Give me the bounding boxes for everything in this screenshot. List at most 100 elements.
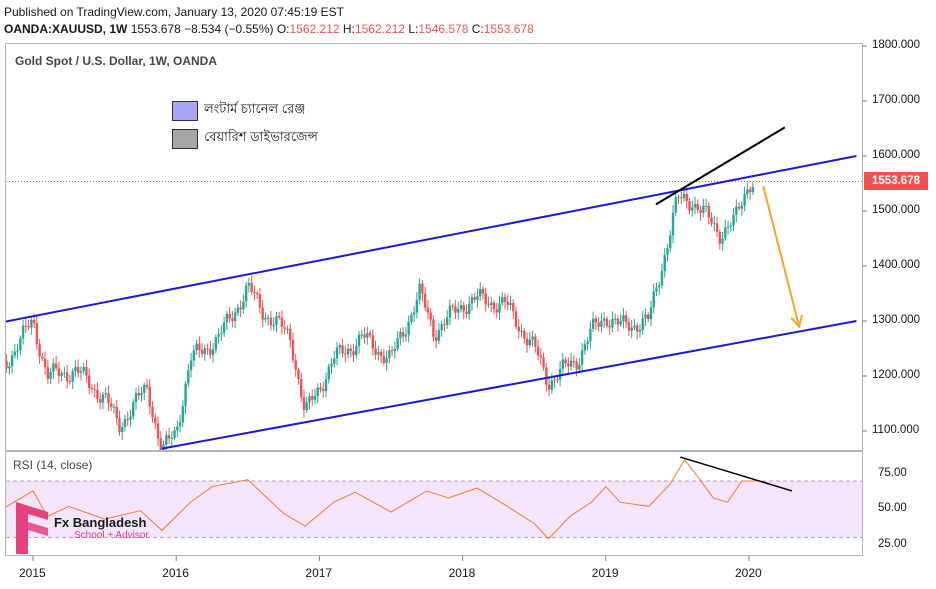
- candle-body: [501, 297, 504, 304]
- candle-body: [327, 366, 330, 380]
- candle-body: [388, 350, 391, 359]
- price-axis-label: 1200.000: [872, 369, 920, 381]
- divergence-price-line[interactable]: [655, 126, 786, 206]
- candle-body: [525, 338, 529, 346]
- candle-body: [669, 235, 672, 249]
- candle-body: [641, 318, 644, 331]
- candle-body: [90, 387, 94, 390]
- candle-body: [443, 324, 446, 326]
- candle-body: [203, 348, 207, 354]
- candle-body: [286, 328, 289, 330]
- candle-body: [140, 392, 143, 396]
- candle-body: [580, 350, 584, 365]
- candle-body: [115, 406, 118, 419]
- candle-body: [206, 348, 209, 350]
- candle-body: [487, 304, 490, 306]
- candle-body: [729, 225, 733, 227]
- projection-arrow-head[interactable]: [790, 314, 804, 329]
- candle-body: [145, 384, 149, 387]
- candle-body: [558, 368, 562, 380]
- candle-body: [154, 417, 157, 424]
- legend-swatch-divergence: [172, 128, 198, 149]
- candle-body: [269, 317, 273, 326]
- candle-body: [30, 319, 33, 328]
- candle-body: [495, 309, 498, 313]
- candle-body: [110, 403, 113, 407]
- rsi-pane[interactable]: [5, 451, 863, 556]
- candle-body: [382, 355, 386, 364]
- candle-body: [512, 303, 515, 312]
- candle-body: [360, 334, 364, 336]
- candle-body: [184, 383, 187, 407]
- logo-tagline: School + Advisor: [74, 530, 149, 541]
- rsi-band: [6, 481, 862, 538]
- candle-body: [385, 358, 388, 364]
- candle-body: [148, 386, 151, 407]
- candle-body: [60, 373, 63, 376]
- price-axis-label: 1800.000: [872, 39, 920, 51]
- candle-body: [520, 330, 523, 332]
- candle-body: [470, 297, 474, 304]
- candle-body: [685, 194, 688, 202]
- candle-body: [32, 319, 36, 324]
- candle-body: [396, 338, 399, 349]
- candle-body: [242, 301, 245, 310]
- candle-body: [619, 321, 622, 325]
- candle-body: [305, 402, 308, 410]
- candle-body: [390, 350, 394, 352]
- candle-body: [578, 364, 581, 370]
- time-axis-label: 2020: [735, 566, 762, 580]
- candle-body: [726, 226, 730, 228]
- candle-body: [344, 353, 347, 355]
- candle-body: [200, 350, 204, 354]
- candle-body: [602, 318, 606, 321]
- legend-label-divergence: বেয়ারিশ ডাইভারজেন্স: [204, 129, 318, 144]
- candle-body: [531, 336, 534, 340]
- candle-body: [434, 337, 438, 341]
- price-pane[interactable]: [5, 43, 863, 451]
- candle-body: [13, 351, 17, 356]
- candle-body: [352, 351, 355, 356]
- candle-body: [79, 371, 83, 373]
- candle-body: [481, 288, 485, 294]
- candle-body: [484, 293, 487, 305]
- candle-body: [737, 206, 741, 209]
- candle-body: [564, 359, 567, 364]
- candle-body: [357, 334, 361, 347]
- candle-body: [575, 361, 578, 370]
- candle-body: [93, 389, 96, 391]
- candle-body: [300, 378, 303, 398]
- open-value: 1562.212: [289, 22, 340, 36]
- candle-body: [536, 346, 540, 356]
- candle-body: [250, 282, 253, 293]
- high-label: H:: [342, 22, 355, 36]
- candle-body: [98, 399, 102, 403]
- candle-body: [371, 335, 375, 349]
- candle-body: [393, 348, 397, 352]
- price-change: −8.534 (−0.55%): [184, 22, 274, 36]
- candle-body: [655, 287, 658, 292]
- candle-body: [613, 318, 617, 320]
- channel-upper-line[interactable]: [0, 155, 857, 323]
- projection-arrow-shaft[interactable]: [762, 186, 801, 327]
- symbol-label[interactable]: OANDA:XAUUSD, 1W: [4, 22, 128, 36]
- candle-body: [107, 393, 110, 404]
- candle-body: [277, 316, 281, 318]
- channel-lower-line[interactable]: [161, 320, 857, 450]
- candle-body: [751, 187, 755, 193]
- candle-body: [468, 303, 471, 314]
- logo-mark: [16, 502, 48, 554]
- candle-body: [404, 334, 408, 337]
- rsi-axis-label: 50.00: [878, 502, 907, 515]
- close-label: C:: [471, 22, 484, 36]
- candle-body: [506, 301, 509, 305]
- candle-body: [112, 406, 116, 408]
- candle-body: [330, 363, 333, 367]
- candle-body: [547, 384, 551, 390]
- divergence-rsi-line[interactable]: [680, 456, 793, 492]
- candle-body: [38, 344, 41, 357]
- candle-body: [649, 307, 653, 320]
- candle-body: [275, 316, 278, 325]
- candle-body: [341, 345, 344, 354]
